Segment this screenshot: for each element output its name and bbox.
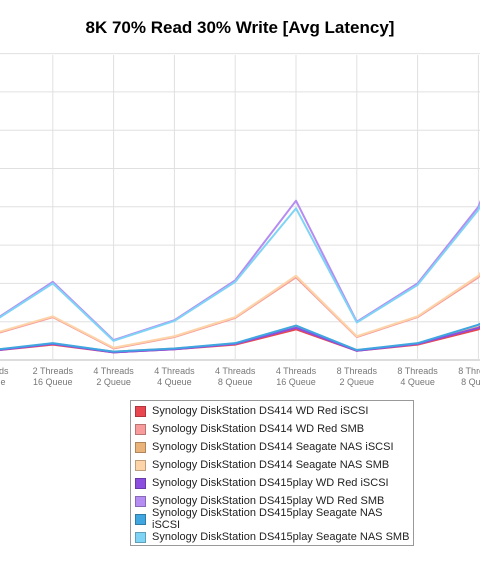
legend-label: Synology DiskStation DS415play WD Red SM… [152, 495, 385, 507]
x-tick-label: 16 Queue [276, 377, 316, 387]
series-line-7 [0, 203, 480, 342]
series-line-6 [0, 322, 480, 353]
x-tick-label: 8 Threads [397, 366, 438, 376]
x-tick-label: 4 Threads [215, 366, 256, 376]
legend-label: Synology DiskStation DS415play WD Red iS… [152, 477, 389, 489]
legend-item[interactable]: Synology DiskStation DS415play Seagate N… [135, 528, 413, 546]
chart-title: 8K 70% Read 30% Write [Avg Latency] [85, 18, 395, 37]
legend-label: Synology DiskStation DS414 Seagate NAS S… [152, 459, 390, 471]
legend-swatch [135, 477, 146, 489]
legend-swatch [135, 531, 146, 543]
legend-item[interactable]: Synology DiskStation DS414 WD Red SMB [135, 420, 413, 438]
x-tick-label: 2 Threads [33, 366, 74, 376]
legend-label: Synology DiskStation DS414 WD Red iSCSI [152, 405, 369, 417]
legend-label: Synology DiskStation DS415play Seagate N… [152, 531, 410, 543]
x-tick-label: 4 Threads [154, 366, 195, 376]
x-tick-label: 8 Queue [461, 377, 480, 387]
grid-lines [0, 53, 480, 361]
legend-swatch [135, 513, 146, 525]
x-tick-label: 4 Queue [400, 377, 435, 387]
x-tick-label: 16 Queue [33, 377, 73, 387]
legend-item[interactable]: Synology DiskStation DS414 WD Red iSCSI [135, 402, 413, 420]
legend-label: Synology DiskStation DS414 WD Red SMB [152, 423, 365, 435]
legend-item[interactable]: Synology DiskStation DS414 Seagate NAS i… [135, 438, 413, 456]
legend-item[interactable]: Synology DiskStation DS415play Seagate N… [135, 507, 413, 531]
x-tick-label: Threads [0, 366, 9, 376]
x-tick-label: Queue [0, 377, 6, 387]
legend-swatch [135, 495, 146, 507]
legend-label: Synology DiskStation DS415play Seagate N… [152, 507, 383, 531]
x-tick-label: 8 Threads [458, 366, 480, 376]
legend-swatch [135, 405, 146, 417]
legend-item[interactable]: Synology DiskStation DS415play WD Red SM… [135, 492, 413, 510]
legend-swatch [135, 441, 146, 453]
x-tick-label: 2 Queue [96, 377, 131, 387]
x-tick-label: 8 Queue [218, 377, 253, 387]
legend-item[interactable]: Synology DiskStation DS415play WD Red iS… [135, 474, 413, 492]
x-tick-label: 8 Threads [337, 366, 378, 376]
legend-swatch [135, 423, 146, 435]
legend-item[interactable]: Synology DiskStation DS414 Seagate NAS S… [135, 456, 413, 474]
series-lines [0, 199, 480, 354]
legend: Synology DiskStation DS414 WD Red iSCSI S… [130, 400, 414, 546]
legend-swatch [135, 459, 146, 471]
legend-label: Synology DiskStation DS414 Seagate NAS i… [152, 441, 394, 453]
series-line-3 [0, 271, 480, 349]
series-line-5 [0, 199, 480, 342]
x-tick-label: 4 Threads [93, 366, 134, 376]
x-tick-label: 4 Threads [276, 366, 317, 376]
x-tick-label: 4 Queue [157, 377, 192, 387]
x-tick-label: 2 Queue [340, 377, 375, 387]
